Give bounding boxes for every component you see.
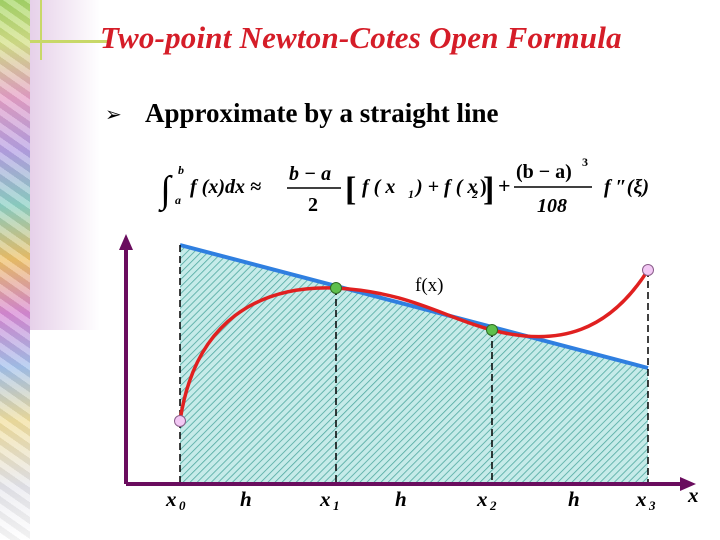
integrand: f (x)dx ≈: [190, 176, 261, 198]
subscript-1: 1: [408, 187, 414, 201]
node-x1: [330, 282, 342, 294]
integral-upper-limit: b: [178, 163, 184, 177]
term-close: ): [480, 176, 487, 198]
error-numerator: (b − a): [516, 161, 572, 183]
tick-x3-name: x: [635, 487, 647, 511]
term-plus-f-x2: ) + f ( x: [414, 176, 477, 198]
tick-x3-sub: 3: [648, 498, 656, 513]
curve-label: f(x): [415, 275, 443, 296]
tick-x2-name: x: [476, 487, 488, 511]
decorative-corner-lines: [30, 0, 110, 60]
error-power: 3: [582, 155, 588, 169]
y-axis-arrow: [119, 234, 133, 250]
node-x2: [486, 324, 498, 336]
decorative-side-stripe: [0, 0, 30, 540]
shaded-area: [180, 245, 648, 484]
tick-x2-sub: 2: [489, 498, 497, 513]
coefficient-numerator: b − a: [289, 163, 331, 185]
axis-label-x: x: [687, 483, 699, 507]
arrow-bullet-icon: ➢: [105, 101, 122, 126]
error-denominator: 108: [537, 195, 567, 217]
tick-h1: h: [240, 487, 252, 511]
plus-sign: +: [498, 173, 511, 198]
integral-sign: ∫: [158, 169, 173, 213]
tick-h2: h: [395, 487, 407, 511]
tick-x1-sub: 1: [333, 498, 340, 513]
term-f-x1: f ( x: [362, 176, 395, 198]
bullet-item: ➢ Approximate by a straight line: [105, 98, 499, 129]
bracket-close: ]: [483, 171, 494, 208]
tick-x0-sub: 0: [179, 498, 186, 513]
tick-x1-name: x: [319, 487, 331, 511]
tick-x0-name: x: [165, 487, 177, 511]
subscript-2: 2: [471, 187, 478, 201]
approximating-line: [179, 243, 649, 370]
bullet-text: Approximate by a straight line: [145, 98, 499, 128]
integral-lower-limit: a: [175, 193, 181, 207]
tick-h3: h: [568, 487, 580, 511]
node-x3: [642, 264, 654, 276]
coefficient-denominator: 2: [308, 194, 318, 216]
error-derivative-term: f ″(ξ): [604, 176, 649, 198]
function-curve: [178, 269, 650, 422]
x-axis-arrow: [680, 477, 696, 491]
slide-title: Two-point Newton-Cotes Open Formula: [100, 20, 622, 55]
bracket-open: [: [345, 171, 356, 208]
node-x0: [174, 415, 186, 427]
